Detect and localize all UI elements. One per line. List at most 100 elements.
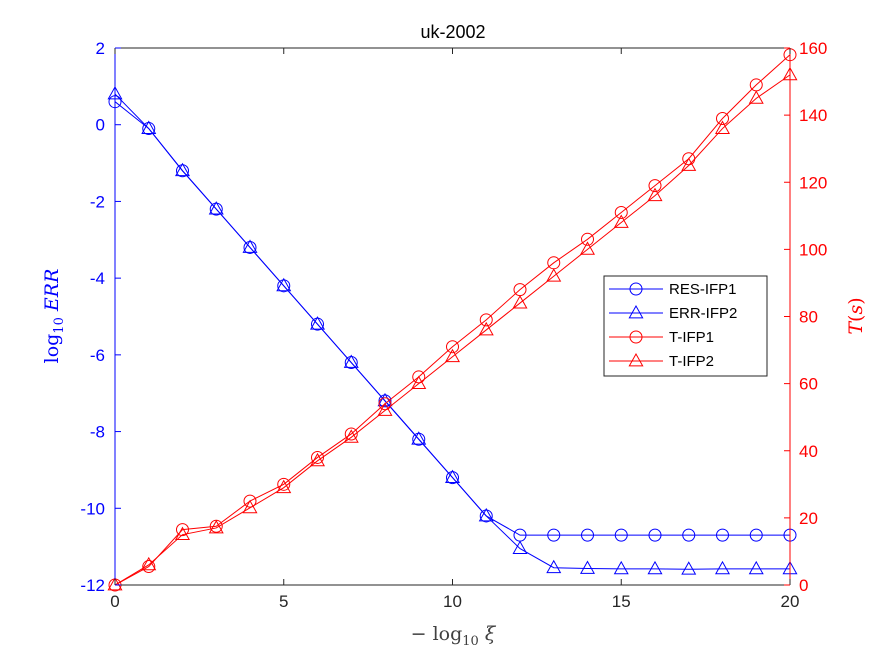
y-tick-label-left: -6: [90, 346, 105, 365]
data-point-err-ifp2: [242, 239, 258, 253]
data-point-t-ifp2: [242, 499, 258, 514]
chart-title: uk-2002: [420, 22, 485, 42]
y-tick-label-left: -4: [90, 269, 105, 288]
y-tick-label-right: 80: [799, 308, 818, 327]
data-point-t-ifp1: [378, 397, 392, 411]
data-point-res-ifp1: [581, 528, 594, 542]
legend-item-err-ifp2: ERR-IFP2: [609, 304, 737, 322]
legend-item-t-ifp2: T-IFP2: [609, 352, 714, 370]
data-point-res-ifp1: [547, 528, 561, 542]
data-point-err-ifp2: [411, 431, 427, 445]
y-tick-label-left: -12: [80, 576, 105, 595]
legend-label: ERR-IFP2: [669, 305, 737, 322]
y-tick-label-right: 20: [799, 509, 818, 528]
series-err-ifp2: [107, 86, 798, 575]
data-point-t-ifp2: [647, 187, 663, 202]
data-point-t-ifp2: [512, 295, 528, 309]
series-line-err-ifp2: [114, 93, 790, 570]
x-tick-label: 10: [443, 592, 462, 611]
data-point-t-ifp2: [579, 241, 596, 255]
data-point-t-ifp1: [176, 523, 189, 537]
y-tick-label-right: 160: [799, 39, 827, 58]
series-line-t-ifp2: [114, 74, 791, 586]
data-point-err-ifp2: [748, 560, 764, 575]
data-point-t-ifp2: [377, 402, 393, 416]
data-point-t-ifp2: [546, 268, 562, 282]
legend-marker: [629, 330, 643, 344]
data-point-t-ifp1: [581, 232, 594, 246]
data-point-t-ifp2: [714, 120, 731, 134]
data-point-t-ifp2: [343, 429, 359, 443]
data-point-t-ifp1: [648, 179, 662, 193]
data-point-t-ifp1: [277, 477, 291, 491]
data-point-res-ifp1: [682, 528, 696, 542]
data-point-t-ifp2: [748, 90, 764, 104]
data-point-err-ifp2: [377, 392, 393, 407]
data-point-err-ifp2: [546, 559, 562, 574]
y-tick-label-right: 0: [799, 576, 808, 595]
y-tick-label-right: 100: [799, 240, 827, 259]
series-t-ifp2: [107, 66, 798, 591]
data-point-err-ifp2: [613, 560, 629, 575]
data-point-err-ifp2: [208, 201, 224, 215]
data-point-t-ifp1: [614, 205, 628, 219]
y-tick-label-left: -10: [80, 499, 105, 518]
data-point-err-ifp2: [309, 316, 326, 330]
data-point-err-ifp2: [681, 561, 697, 575]
data-point-t-ifp1: [412, 370, 426, 384]
data-point-err-ifp2: [478, 507, 494, 522]
x-tick-label: 20: [781, 592, 800, 611]
data-point-t-ifp1: [243, 494, 257, 508]
data-point-t-ifp2: [174, 526, 191, 541]
data-point-t-ifp1: [344, 427, 358, 441]
data-point-res-ifp1: [716, 528, 729, 542]
y-tick-label-left: 2: [96, 39, 105, 58]
data-point-res-ifp1: [614, 528, 628, 542]
y-tick-label-left: -8: [90, 423, 105, 442]
legend: RES-IFP1 ERR-IFP2 T-IFP1 T-IFP2: [603, 275, 768, 377]
data-point-err-ifp2: [579, 560, 596, 574]
data-point-t-ifp2: [141, 556, 157, 571]
legend-item-t-ifp1: T-IFP1: [609, 329, 714, 346]
data-point-t-ifp2: [309, 452, 326, 467]
data-point-t-ifp1: [479, 313, 493, 327]
y-tick-label-left: -2: [90, 192, 105, 211]
data-point-err-ifp2: [276, 277, 292, 292]
x-axis-label: − log10 ξ: [411, 623, 497, 649]
series-t-ifp1: [108, 48, 797, 592]
data-point-t-ifp2: [681, 157, 697, 171]
data-point-err-ifp2: [647, 560, 663, 575]
legend-label: T-IFP1: [669, 329, 714, 346]
data-point-err-ifp2: [174, 162, 191, 177]
data-point-t-ifp1: [716, 111, 729, 125]
y-tick-label-right: 120: [799, 173, 827, 192]
x-tick-label: 0: [110, 592, 119, 611]
data-point-err-ifp2: [512, 540, 528, 554]
data-point-t-ifp2: [613, 214, 629, 228]
legend-marker: [628, 304, 644, 319]
legend-item-res-ifp1: RES-IFP1: [609, 281, 737, 298]
legend-label: RES-IFP1: [669, 281, 737, 298]
data-point-err-ifp2: [141, 120, 157, 134]
legend-marker: [629, 282, 643, 296]
data-point-res-ifp1: [648, 528, 662, 542]
y-tick-label-right: 140: [799, 106, 827, 125]
data-point-t-ifp2: [208, 519, 224, 534]
data-point-t-ifp2: [444, 348, 461, 363]
data-point-err-ifp2: [714, 560, 731, 575]
y-axis-label-left: log10 ERR: [41, 269, 67, 364]
data-point-t-ifp2: [107, 576, 123, 591]
x-tick-label: 15: [612, 592, 631, 611]
data-point-t-ifp1: [446, 340, 459, 354]
data-point-t-ifp2: [276, 479, 292, 494]
data-point-t-ifp2: [478, 321, 494, 336]
legend-marker: [628, 352, 644, 367]
data-point-t-ifp1: [142, 560, 156, 574]
y-tick-label-right: 40: [799, 442, 818, 461]
data-point-t-ifp1: [311, 450, 324, 464]
data-point-err-ifp2: [343, 354, 359, 368]
x-tick-label: 5: [279, 592, 288, 611]
data-point-res-ifp1: [749, 528, 763, 542]
y-tick-label-right: 60: [799, 375, 818, 394]
